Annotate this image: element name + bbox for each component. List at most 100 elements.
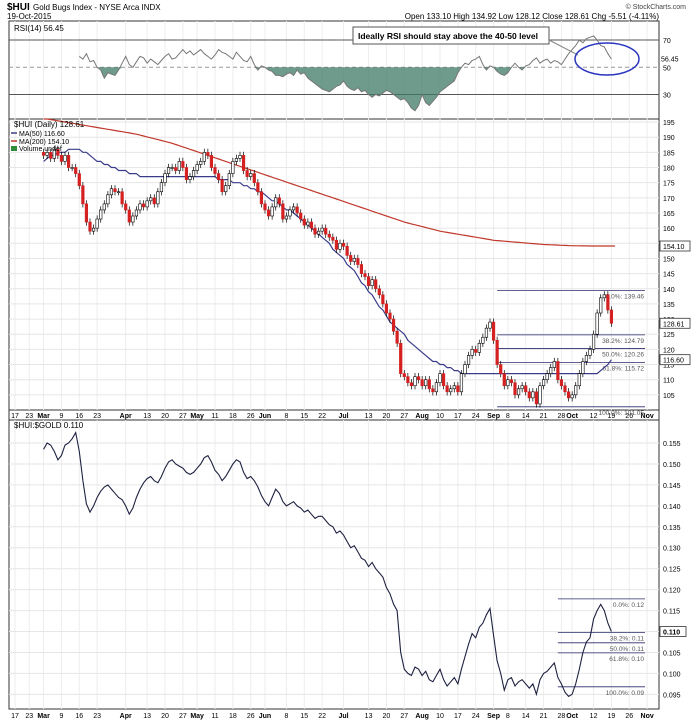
annotation-box [352,26,550,45]
candle-body [109,188,114,196]
candle-body [481,336,485,344]
candle-body [313,227,317,235]
last-value-label: 128.61 [663,321,685,328]
x-axis-label: 18 [229,413,237,420]
x-axis-label: 8 [506,413,510,420]
candle-body [177,161,181,171]
x-axis-label: 13 [143,713,151,720]
price-tick-label: 140 [663,287,675,294]
price-tick-label: 195 [663,120,675,127]
candle-body [163,173,167,183]
ratio-tick-label: 0.120 [663,588,681,595]
fib-level-label: 38.2%: 0.11 [610,635,645,642]
rsi-layer: 30 50 70 56.45 [9,35,679,112]
candle-body [545,373,549,380]
ratio-last-tag [659,626,687,637]
x-axis-label: 20 [383,713,391,720]
x-axis-label: 11 [211,713,218,720]
candle-body [549,367,553,374]
x-axis-label: 14 [522,713,530,720]
ratio-tick-label: 0.150 [663,462,681,469]
fib-level-label: 50.0%: 120.26 [602,352,644,359]
last-value-label: 154.10 [663,244,685,251]
x-axis-label: 26 [625,413,633,420]
candle-body [484,327,489,338]
annotation-text: Ideally RSI should stay above the 40-50 … [358,31,538,41]
candle-body [77,173,81,186]
x-axis-label: Jun [259,713,271,720]
x-axis-label: 10 [436,713,444,720]
ratio-tick-label: 0.135 [663,525,681,532]
candle-body [570,394,574,399]
last-value-label: 116.60 [663,358,684,365]
x-axis-label: 23 [25,413,33,420]
candle-body [238,155,242,159]
ratio-title: $HUI:$GOLD 0.110 [14,421,84,430]
candle-body [531,391,535,399]
ratio-tick-label: 0.145 [663,483,681,490]
candle-body [316,230,321,235]
candle-body [606,294,610,311]
last-value-tag [659,354,691,366]
x-axis-label: 23 [93,713,101,720]
candle-body [584,355,589,362]
candle-body [252,173,256,183]
x-axis-label: 26 [247,413,255,420]
candle-body [438,373,442,384]
candle-body [374,279,378,290]
fib-level-label: 50.0%: 0.11 [610,646,645,653]
ratio-layer: 0.095 0.100 0.105 0.110 0.115 0.120 0.125 0.130… [9,431,687,699]
candle-body [559,379,564,387]
candle-body [459,373,464,393]
x-axis-label: 12 [590,413,598,420]
candle-body [388,312,392,320]
candle-body [409,382,414,387]
candle-body [106,194,110,205]
candle-body [363,273,367,277]
candle-body [181,161,185,168]
candle-body [499,364,503,374]
candle-body [63,155,67,162]
candle-body [527,391,531,399]
candle-body [184,167,189,180]
candle-body [566,391,571,399]
candle-body [299,212,303,220]
watermark: © StockCharts.com [626,3,687,11]
candle-body [452,385,456,390]
price-tick-label: 105 [663,393,675,400]
candle-body [59,155,64,162]
last-value-tag [659,240,691,252]
candle-body [338,242,342,250]
rsi-oversold-fill [79,67,612,111]
candle-body [470,349,474,356]
x-axis-label: 24 [472,413,480,420]
x-axis-label: 22 [318,713,326,720]
price-tick-label: 145 [663,272,675,279]
price-tick-label: 165 [663,211,675,218]
candle-body [384,303,389,314]
candle-body [259,191,264,205]
candle-body [191,170,196,177]
candle-body [277,197,281,205]
x-axis-label: 8 [284,713,288,720]
x-axis-label: Oct [566,413,578,420]
price-tick-label: 185 [663,150,675,157]
x-axis-label: Sep [487,713,500,720]
price-tick-label: 120 [663,347,675,354]
fib-level-label: 61.8%: 115.72 [603,365,645,372]
x-axis-label: 27 [179,713,187,720]
candle-body [209,155,214,168]
ratio-tick-label: 0.155 [663,441,681,448]
candle-body [534,391,539,405]
price-layer: 1051101151201251301351401451501551601651… [9,118,691,417]
candle-body [381,294,385,305]
ratio-tick-label: 0.115 [663,609,680,616]
candle-body [413,376,417,387]
fib-level-label: 61.8%: 0.10 [609,656,644,663]
candle-body [399,343,403,374]
candle-body [516,388,521,396]
x-axis-label: 22 [318,413,326,420]
candle-body [134,209,139,217]
candle-body [327,233,331,238]
